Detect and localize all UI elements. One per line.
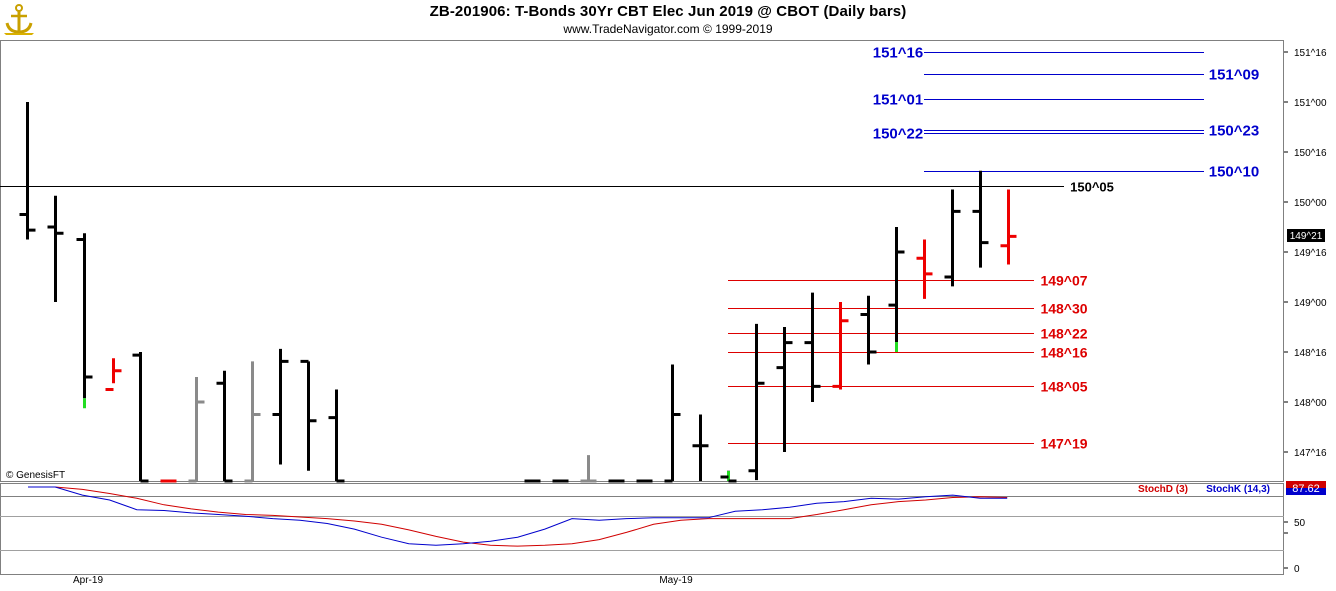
watermark-text: © GenesisFT (6, 470, 65, 481)
stoch-last-value: 87.62 (1292, 483, 1320, 495)
last-price-marker: 149^21 (1287, 229, 1325, 242)
price-bar (580, 455, 597, 483)
price-tick-label: 150^16 (1294, 148, 1327, 159)
chart-title: ZB-201906: T-Bonds 30Yr CBT Elec Jun 201… (429, 3, 907, 20)
price-bar (804, 292, 821, 402)
level-label: 151^16 (873, 45, 923, 62)
price-tick-label: 147^16 (1294, 448, 1327, 459)
price-bar (888, 227, 905, 352)
price-bar (944, 189, 961, 287)
anchor-logo-icon (2, 2, 36, 36)
level-label: 149^07 (1040, 273, 1087, 289)
price-bar (105, 358, 122, 391)
level-label: 150^10 (1209, 164, 1259, 181)
chart-subtitle: www.TradeNavigator.com © 1999-2019 (563, 22, 773, 36)
price-tick-label: 150^00 (1294, 198, 1327, 209)
level-label: 148^16 (1040, 345, 1087, 361)
last-price-label: 149^21 (1290, 231, 1323, 242)
price-bar (216, 370, 233, 483)
level-label: 150^23 (1209, 123, 1259, 140)
level-label: 151^09 (1209, 67, 1259, 84)
level-label: 147^19 (1040, 436, 1087, 452)
x-label-may: May-19 (659, 575, 693, 586)
price-tick-label: 151^16 (1294, 48, 1327, 59)
level-label: 148^30 (1040, 301, 1087, 317)
price-bar (272, 348, 289, 465)
price-bar (328, 389, 345, 483)
stochk-line (28, 486, 1008, 546)
price-bar (300, 359, 317, 471)
price-bar (776, 327, 793, 452)
price-bar (47, 195, 64, 302)
level-label: 150^05 (1070, 180, 1114, 195)
stochd-legend: StochD (3) (1138, 484, 1188, 495)
stoch-tick-label: 0 (1294, 564, 1300, 575)
price-tick-label: 151^00 (1294, 98, 1327, 109)
level-label: 150^22 (873, 126, 923, 143)
stoch-last-value-marker: 87.62 (1286, 481, 1326, 495)
price-pane (0, 40, 1284, 482)
price-bar (748, 323, 765, 481)
stochd-line (28, 486, 1008, 547)
price-bar (832, 302, 849, 390)
price-tick-label: 148^00 (1294, 398, 1327, 409)
price-bar (132, 352, 149, 483)
price-bar (692, 414, 709, 481)
x-label-apr: Apr-19 (73, 575, 103, 586)
price-tick-label: 149^16 (1294, 248, 1327, 259)
price-bar (244, 361, 261, 483)
price-bar (19, 102, 36, 240)
chart-header: ZB-201906: T-Bonds 30Yr CBT Elec Jun 201… (0, 0, 1336, 40)
price-bar (1000, 189, 1017, 265)
stochk-legend: StochK (14,3) (1206, 484, 1270, 495)
price-bar (972, 170, 989, 268)
price-bar (720, 470, 737, 483)
price-bar (76, 233, 93, 409)
price-bar (860, 295, 877, 365)
price-bar (916, 239, 933, 299)
level-label: 148^22 (1040, 326, 1087, 342)
price-bar (664, 364, 681, 483)
price-tick-label: 149^00 (1294, 298, 1327, 309)
price-tick-label: 148^16 (1294, 348, 1327, 359)
level-label: 148^05 (1040, 379, 1087, 395)
indicator-pane (0, 483, 1284, 575)
stoch-tick-label: 50 (1294, 518, 1306, 529)
level-label: 151^01 (873, 92, 923, 109)
price-bar (188, 377, 205, 483)
